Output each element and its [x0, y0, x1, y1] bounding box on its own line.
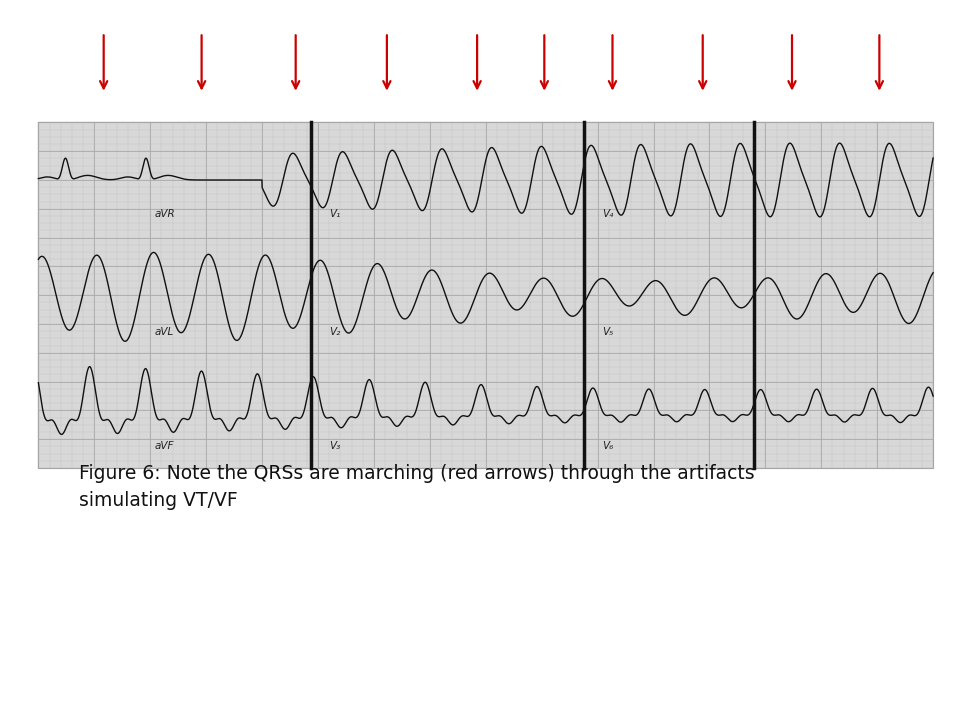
Text: aVR: aVR [155, 210, 176, 220]
Text: V₃: V₃ [329, 441, 341, 451]
Bar [38, 122, 933, 468]
Text: aVL: aVL [155, 328, 174, 338]
Text: V₁: V₁ [329, 210, 341, 220]
Text: V₂: V₂ [329, 328, 341, 338]
Text: aVF: aVF [155, 441, 174, 451]
Text: V₄: V₄ [602, 210, 613, 220]
Text: V₆: V₆ [602, 441, 613, 451]
Text: V₅: V₅ [602, 328, 613, 338]
Text: Figure 6: Note the QRSs are marching (red arrows) through the artifacts
simulati: Figure 6: Note the QRSs are marching (re… [79, 464, 755, 510]
